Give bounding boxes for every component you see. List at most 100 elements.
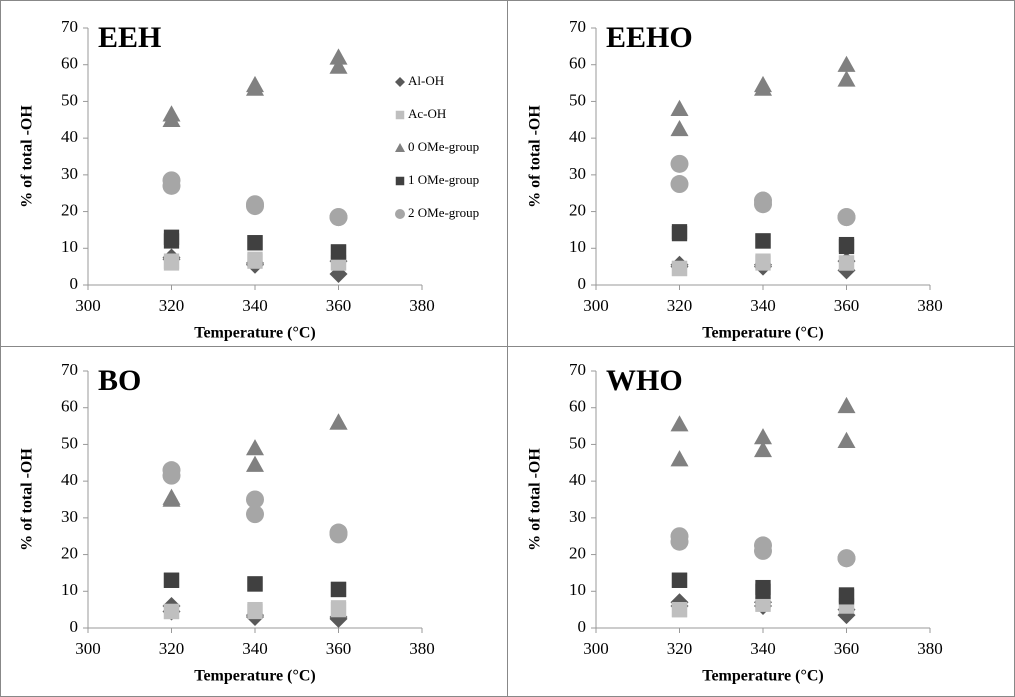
x-tick-label: 320 — [159, 639, 185, 658]
y-tick-label: 60 — [569, 54, 586, 73]
x-axis-label: Temperature (°C) — [194, 325, 315, 342]
data-point — [247, 603, 263, 620]
panel-title: WHO — [606, 364, 683, 397]
data-point — [755, 596, 771, 612]
data-point — [754, 428, 772, 445]
y-tick-label: 10 — [569, 580, 586, 599]
legend-marker — [395, 176, 405, 186]
y-tick-label: 70 — [61, 17, 78, 36]
data-point — [837, 396, 856, 414]
data-point — [247, 235, 263, 251]
data-point — [330, 601, 347, 618]
data-point — [670, 415, 689, 432]
data-point — [246, 439, 264, 456]
data-point — [754, 195, 772, 214]
data-point — [330, 581, 347, 598]
y-tick-label: 20 — [569, 543, 586, 562]
x-tick-label: 380 — [409, 296, 435, 315]
data-point — [670, 175, 689, 194]
legend-marker — [395, 143, 405, 152]
legend-label: 0 OMe-group — [408, 139, 479, 154]
y-tick-label: 0 — [70, 274, 79, 293]
x-tick-label: 360 — [326, 296, 352, 315]
data-point — [755, 233, 771, 249]
legend-label: Al-OH — [408, 73, 444, 88]
data-point — [837, 549, 856, 568]
x-tick-label: 380 — [917, 296, 943, 315]
data-point — [838, 255, 855, 271]
data-point — [670, 119, 689, 137]
y-tick-label: 0 — [70, 617, 79, 636]
y-tick-label: 40 — [61, 127, 78, 146]
data-point — [246, 79, 264, 96]
data-point — [162, 176, 181, 195]
y-tick-label: 40 — [569, 127, 586, 146]
y-tick-label: 70 — [569, 17, 586, 36]
x-tick-label: 300 — [583, 639, 609, 658]
data-point — [754, 79, 772, 96]
data-point — [329, 413, 348, 430]
y-tick-label: 20 — [61, 543, 78, 562]
y-tick-label: 10 — [569, 237, 586, 256]
x-tick-label: 340 — [750, 639, 776, 658]
y-tick-label: 70 — [61, 360, 78, 379]
data-point — [838, 238, 855, 255]
y-tick-label: 50 — [61, 90, 78, 109]
data-point — [329, 525, 348, 544]
y-tick-label: 30 — [569, 507, 586, 526]
data-point — [163, 572, 180, 588]
y-axis-label: % of total -OH — [19, 448, 36, 551]
y-tick-label: 60 — [61, 397, 78, 416]
y-tick-label: 20 — [569, 200, 586, 219]
x-tick-label: 360 — [326, 639, 352, 658]
y-tick-label: 60 — [569, 397, 586, 416]
legend-label: Ac-OH — [408, 106, 446, 121]
y-axis-label: % of total -OH — [527, 448, 544, 551]
y-tick-label: 30 — [61, 164, 78, 183]
data-point — [329, 57, 348, 74]
y-tick-label: 50 — [61, 433, 78, 452]
data-point — [329, 208, 348, 227]
x-tick-label: 320 — [159, 296, 185, 315]
data-point — [671, 601, 688, 618]
x-tick-label: 340 — [750, 296, 776, 315]
data-point — [670, 532, 689, 551]
x-tick-label: 340 — [242, 296, 268, 315]
legend-marker — [395, 77, 405, 87]
x-tick-label: 320 — [667, 639, 693, 658]
data-point — [163, 233, 180, 249]
data-point — [837, 70, 856, 87]
x-axis-label: Temperature (°C) — [702, 668, 823, 685]
y-tick-label: 30 — [569, 164, 586, 183]
data-point — [671, 225, 688, 242]
x-axis-label: Temperature (°C) — [194, 668, 315, 685]
data-point — [670, 154, 689, 173]
data-point — [837, 55, 856, 72]
data-point — [755, 255, 771, 271]
y-tick-label: 50 — [569, 90, 586, 109]
data-point — [837, 431, 856, 448]
data-point — [163, 253, 180, 269]
x-tick-label: 300 — [75, 639, 101, 658]
data-point — [755, 583, 771, 599]
data-point — [671, 572, 688, 588]
data-point — [162, 466, 181, 485]
legend-marker — [395, 209, 405, 219]
data-point — [246, 490, 264, 509]
x-tick-label: 380 — [917, 639, 943, 658]
panel-title: EEHO — [606, 21, 693, 54]
x-tick-label: 300 — [75, 296, 101, 315]
legend-label: 2 OMe-group — [408, 205, 479, 220]
x-tick-label: 300 — [583, 296, 609, 315]
x-tick-label: 360 — [834, 639, 860, 658]
y-tick-label: 40 — [569, 470, 586, 489]
data-point — [754, 440, 772, 458]
x-axis-label: Temperature (°C) — [702, 325, 823, 342]
data-point — [754, 541, 772, 560]
data-point — [670, 99, 689, 116]
y-tick-label: 30 — [61, 507, 78, 526]
y-tick-label: 60 — [61, 54, 78, 73]
data-point — [162, 490, 181, 507]
panel-title: BO — [98, 364, 141, 397]
data-point — [163, 603, 180, 620]
